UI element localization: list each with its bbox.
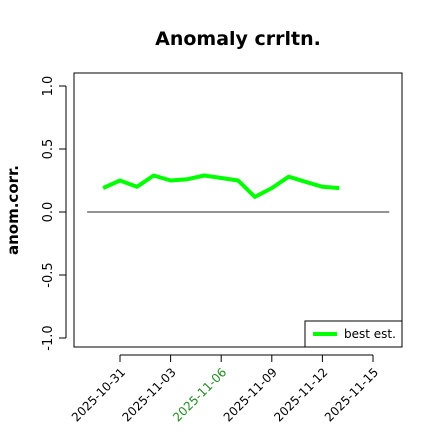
y-tick-label: 0.0 xyxy=(41,202,56,223)
legend: best est. xyxy=(305,321,402,347)
y-axis-label: anom.corr. xyxy=(4,165,22,255)
y-tick-label: 1.0 xyxy=(41,76,56,97)
y-axis: -1.0 -0.5 0.0 0.5 1.0 xyxy=(41,76,66,351)
chart-title: Anomaly crrltn. xyxy=(155,28,321,50)
plot-frame xyxy=(74,73,402,347)
plot-area xyxy=(87,175,389,212)
x-tick-label: 2025-11-15 xyxy=(322,365,381,424)
y-tick-label: -0.5 xyxy=(41,262,56,287)
legend-label: best est. xyxy=(344,327,396,341)
x-axis: 2025-10-312025-11-032025-11-062025-11-09… xyxy=(69,355,381,424)
y-tick-label: -1.0 xyxy=(41,325,56,350)
series-line-best-est xyxy=(103,176,339,197)
y-tick-label: 0.5 xyxy=(41,139,56,160)
